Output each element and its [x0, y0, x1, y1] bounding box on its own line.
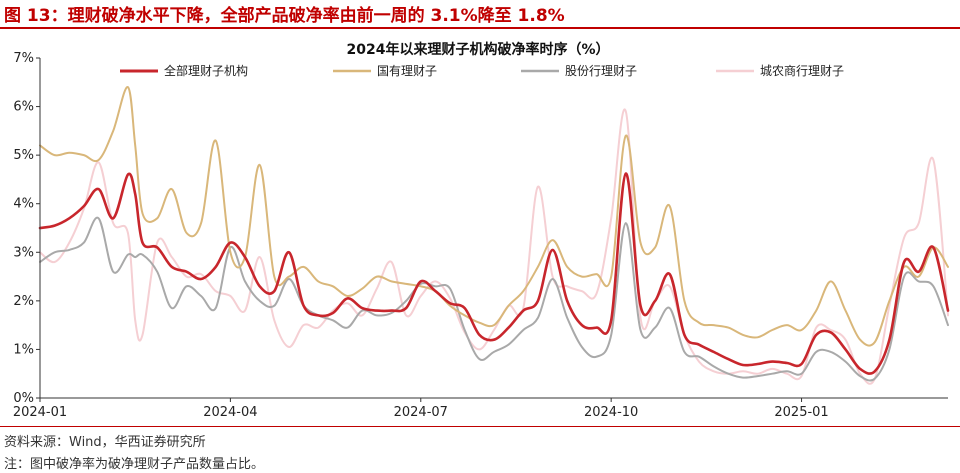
legend-label-all: 全部理财子机构 — [164, 63, 248, 78]
x-tick-label: 2024-10 — [584, 405, 638, 420]
x-tick-label: 2024-07 — [394, 405, 448, 420]
legend: 全部理财子机构 国有理财子 股份行理财子 城农商行理财子 — [120, 63, 844, 78]
x-tick-label: 2024-01 — [13, 405, 67, 420]
legend-label-state: 国有理财子 — [377, 64, 437, 78]
y-tick-label: 0% — [13, 391, 34, 406]
series-line-all — [38, 172, 950, 375]
y-tick-label: 3% — [13, 245, 34, 260]
legend-label-rural: 城农商行理财子 — [760, 63, 844, 78]
legend-label-joint: 股份行理财子 — [565, 64, 637, 78]
series-line-joint — [39, 216, 949, 382]
y-tick-label: 5% — [13, 148, 34, 163]
plot-area — [38, 86, 950, 385]
x-tick-label: 2025-01 — [774, 405, 828, 420]
title-divider — [0, 27, 960, 29]
figure-title: 图 13：理财破净水平下降，全部产品破净率由前一周的 3.1%降至 1.8% — [4, 6, 565, 26]
chart-title: 2024年以来理财子机构破净率时序（%） — [347, 41, 610, 58]
x-tick-label: 2024-04 — [203, 405, 257, 420]
y-tick-label: 6% — [13, 100, 34, 115]
y-tick-label: 2% — [13, 294, 34, 309]
series-line-state — [39, 86, 949, 347]
footnote: 注：图中破净率为破净理财子产品数量占比。 — [4, 457, 265, 472]
y-tick-label: 4% — [13, 197, 34, 212]
axes: 0% 1% 2% 3% 4% 5% 6% 7% 2024-01 2024-04 2024-07 202… — [13, 51, 948, 420]
y-tick-label: 1% — [13, 342, 34, 357]
y-tick-label: 7% — [13, 51, 34, 66]
source-note: 资料来源：Wind，华西证券研究所 — [4, 435, 206, 450]
footer-divider — [0, 426, 960, 427]
